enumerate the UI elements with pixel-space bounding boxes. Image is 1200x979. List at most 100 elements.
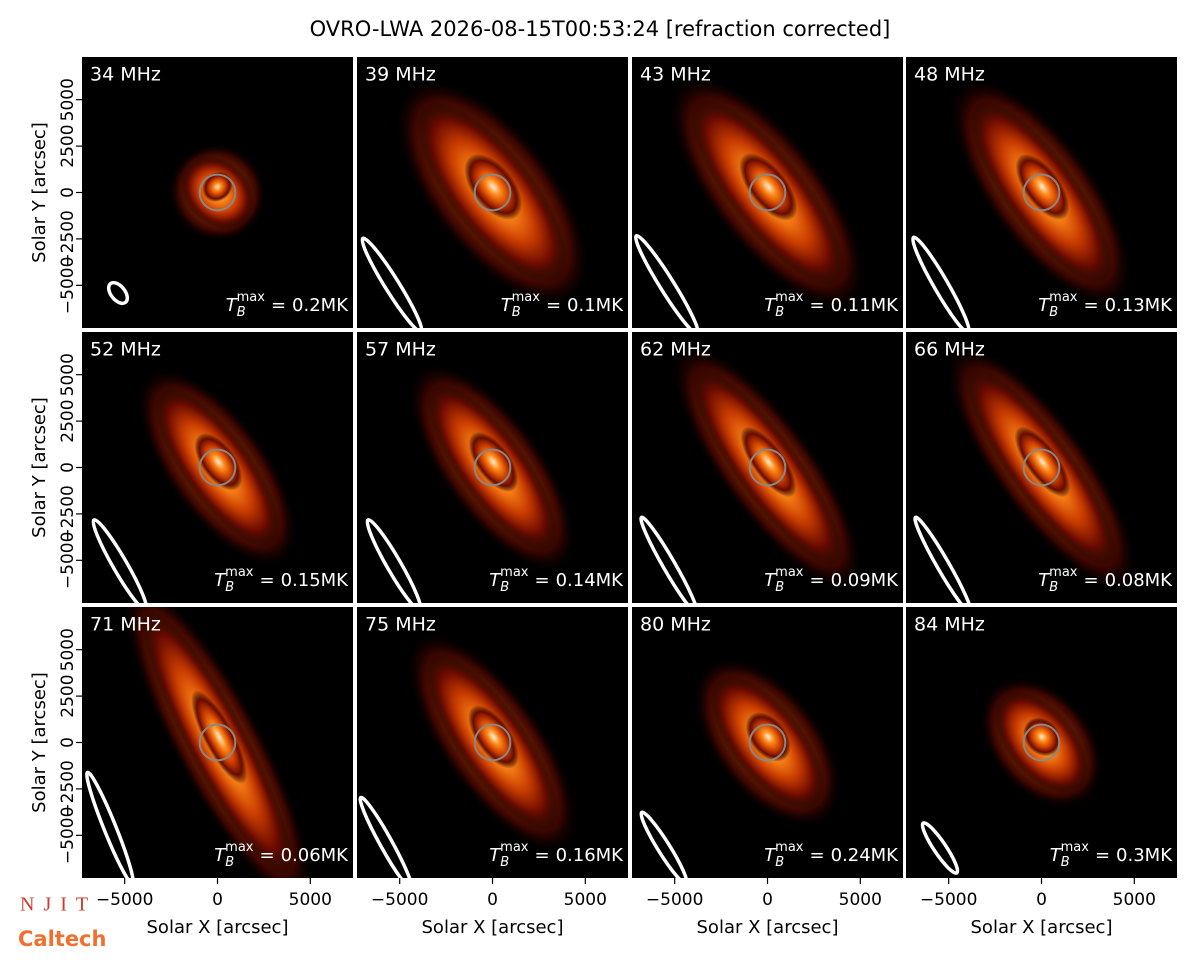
image (911, 76, 1134, 328)
tb-value: 0.08MK (1105, 570, 1174, 591)
tb-symbol: T (1038, 295, 1051, 316)
tb-value: 0.11MK (831, 295, 900, 316)
x-tick-label: 0 (762, 890, 773, 910)
frequency-label: 39 MHz (365, 64, 436, 86)
tb-value: 0.2MK (292, 295, 349, 316)
panel: 39 MHz TBmax = 0.1MK (357, 57, 628, 328)
tb-max-label: TBmax = 0.11MK (764, 290, 899, 320)
tb-superscript: max (500, 565, 529, 580)
beam (639, 810, 689, 878)
tb-superscript: max (225, 565, 254, 580)
frequency-label: 57 MHz (365, 339, 436, 361)
tb-relation: = (259, 570, 274, 591)
y-tick-label: 0 (58, 737, 78, 748)
panel: 62 MHz TBmax = 0.09MK (632, 332, 903, 603)
tb-symbol: T (214, 570, 227, 591)
panel: 48 MHz TBmax = 0.13MK (906, 57, 1177, 328)
solar-disk (748, 448, 787, 487)
y-tick-label: 2500 (58, 124, 78, 167)
tb-max-label: TBmax = 0.2MK (226, 290, 350, 320)
tb-value: 0.3MK (1116, 845, 1173, 866)
logo-caltech: Caltech (18, 927, 106, 951)
x-tick-label: 5000 (1113, 890, 1156, 910)
tb-subscript: B (512, 305, 521, 320)
beam (633, 233, 701, 328)
y-tick-label: 5000 (58, 78, 78, 121)
tb-relation: = (546, 295, 561, 316)
image (106, 143, 267, 306)
panel: 52 MHz TBmax = 0.15MK −5000−2500 0 2500 5000 Sol… (29, 332, 353, 603)
tb-symbol: T (1038, 570, 1051, 591)
tb-superscript: max (237, 290, 266, 305)
tb-subscript: B (225, 855, 234, 870)
logo-njit: NJIT (20, 894, 97, 916)
frequency-label: 66 MHz (914, 339, 985, 361)
frequency-label: 43 MHz (640, 64, 711, 86)
tb-max-label: TBmax = 0.14MK (489, 565, 624, 595)
image (639, 656, 843, 878)
image (91, 366, 299, 603)
frequency-label: 71 MHz (90, 614, 161, 636)
tb-value: 0.09MK (831, 570, 900, 591)
tb-superscript: max (1049, 290, 1078, 305)
solar-disk (473, 723, 512, 762)
beam (358, 795, 414, 878)
x-tick-label: 5000 (839, 890, 882, 910)
x-tick-label: 0 (1036, 890, 1047, 910)
beam (91, 518, 149, 603)
y-axis-label: Solar Y [arcsec] (29, 122, 50, 263)
emission-core (468, 431, 519, 492)
y-tick-label: 0 (58, 462, 78, 473)
emission-core (191, 690, 248, 784)
image (85, 607, 315, 878)
x-tick-label: 0 (212, 890, 223, 910)
tb-relation: = (809, 570, 824, 591)
solar-disk (198, 723, 237, 762)
tb-value: 0.1MK (567, 295, 624, 316)
tb-symbol: T (764, 295, 777, 316)
y-tick-label: 5000 (58, 353, 78, 396)
x-tick-label: 5000 (289, 890, 332, 910)
tb-subscript: B (775, 580, 784, 595)
frequency-label: 84 MHz (914, 614, 985, 636)
image (633, 73, 867, 328)
x-axis-label: Solar X [arcsec] (422, 917, 564, 938)
y-tick-label: −5000 (58, 807, 78, 865)
tb-max-label: TBmax = 0.13MK (1038, 290, 1173, 320)
x-tick-label: −5000 (96, 890, 154, 910)
tb-max-label: TBmax = 0.3MK (1050, 840, 1174, 870)
solar-disk (473, 173, 512, 212)
tb-subscript: B (1049, 580, 1058, 595)
emission-core (202, 171, 233, 202)
y-tick-label: −5000 (58, 257, 78, 315)
tb-superscript: max (775, 565, 804, 580)
emission-core (739, 153, 798, 221)
frequency-label: 34 MHz (90, 64, 161, 86)
x-tick-label: −5000 (646, 890, 704, 910)
tb-subscript: B (500, 855, 509, 870)
frequency-label: 52 MHz (90, 339, 161, 361)
solar-disk (1022, 723, 1061, 762)
x-tick-label: −5000 (371, 890, 429, 910)
emission-core (194, 433, 243, 491)
beam (913, 515, 973, 603)
tb-subscript: B (225, 580, 234, 595)
solar-disk (198, 173, 237, 212)
tb-superscript: max (500, 840, 529, 855)
tb-subscript: B (775, 855, 784, 870)
tb-superscript: max (512, 290, 541, 305)
solar-disk (1022, 448, 1061, 487)
y-tick-label: −2500 (58, 485, 78, 543)
solar-disk (198, 448, 237, 487)
beam (911, 235, 971, 328)
frequency-label: 75 MHz (365, 614, 436, 636)
beam (920, 821, 960, 875)
x-tick-label: −5000 (920, 890, 978, 910)
y-tick-label: 2500 (58, 674, 78, 717)
beam (106, 280, 130, 306)
tb-subscript: B (500, 580, 509, 595)
tb-value: 0.24MK (831, 845, 900, 866)
